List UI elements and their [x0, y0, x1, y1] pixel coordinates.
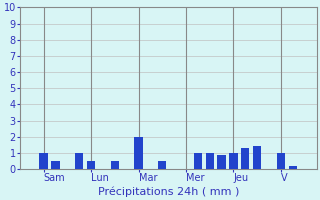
Bar: [75, 153, 84, 169]
Bar: [277, 153, 285, 169]
Bar: [87, 161, 95, 169]
Bar: [158, 161, 166, 169]
Bar: [39, 153, 48, 169]
Bar: [205, 153, 214, 169]
Bar: [51, 161, 60, 169]
Bar: [253, 146, 261, 169]
Bar: [229, 153, 238, 169]
Bar: [241, 148, 250, 169]
Bar: [218, 155, 226, 169]
Bar: [134, 137, 143, 169]
Bar: [111, 161, 119, 169]
X-axis label: Précipitations 24h ( mm ): Précipitations 24h ( mm ): [98, 186, 239, 197]
Bar: [289, 166, 297, 169]
Bar: [194, 153, 202, 169]
